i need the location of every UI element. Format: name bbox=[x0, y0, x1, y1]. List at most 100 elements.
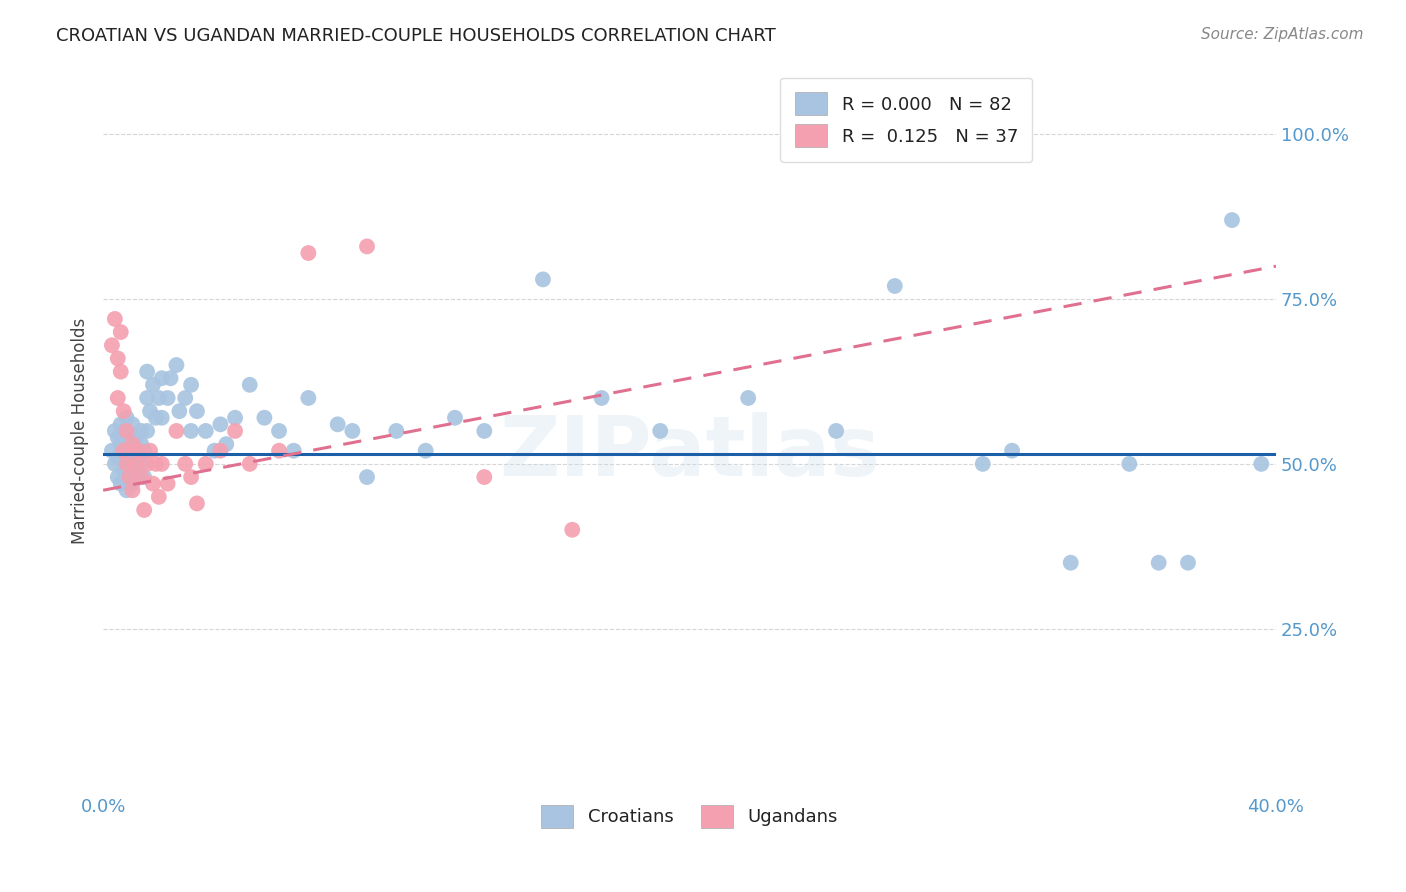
Point bbox=[129, 457, 152, 471]
Point bbox=[444, 410, 467, 425]
Point bbox=[1060, 556, 1083, 570]
Point bbox=[148, 391, 170, 405]
Point bbox=[148, 490, 170, 504]
Point bbox=[121, 443, 143, 458]
Point bbox=[139, 443, 162, 458]
Point bbox=[127, 443, 149, 458]
Point bbox=[118, 470, 141, 484]
Point bbox=[110, 437, 132, 451]
Point bbox=[134, 443, 156, 458]
Point bbox=[124, 457, 146, 471]
Point bbox=[115, 457, 138, 471]
Point bbox=[650, 424, 672, 438]
Point bbox=[224, 424, 246, 438]
Point bbox=[186, 496, 208, 510]
Point bbox=[472, 470, 495, 484]
Point bbox=[134, 503, 156, 517]
Point bbox=[110, 325, 132, 339]
Point bbox=[356, 239, 378, 253]
Point bbox=[415, 443, 437, 458]
Point bbox=[224, 410, 246, 425]
Point bbox=[145, 410, 167, 425]
Point bbox=[561, 523, 583, 537]
Point bbox=[825, 424, 848, 438]
Point bbox=[159, 371, 181, 385]
Point bbox=[174, 391, 197, 405]
Point bbox=[115, 457, 138, 471]
Point bbox=[342, 424, 364, 438]
Point bbox=[1118, 457, 1140, 471]
Point bbox=[129, 437, 152, 451]
Point bbox=[1220, 213, 1243, 227]
Point bbox=[194, 457, 217, 471]
Point bbox=[180, 424, 202, 438]
Point bbox=[150, 371, 173, 385]
Point bbox=[156, 391, 179, 405]
Point bbox=[136, 457, 159, 471]
Point bbox=[297, 391, 319, 405]
Point bbox=[326, 417, 349, 432]
Point bbox=[209, 417, 232, 432]
Point bbox=[118, 430, 141, 444]
Point bbox=[142, 476, 165, 491]
Point bbox=[531, 272, 554, 286]
Point bbox=[156, 476, 179, 491]
Point bbox=[239, 377, 262, 392]
Point bbox=[591, 391, 613, 405]
Point bbox=[110, 365, 132, 379]
Point bbox=[112, 424, 135, 438]
Point bbox=[115, 424, 138, 438]
Point bbox=[165, 424, 187, 438]
Point bbox=[121, 437, 143, 451]
Point bbox=[267, 443, 290, 458]
Point bbox=[180, 377, 202, 392]
Point bbox=[107, 430, 129, 444]
Point bbox=[972, 457, 994, 471]
Point bbox=[115, 437, 138, 451]
Point bbox=[283, 443, 305, 458]
Point bbox=[209, 443, 232, 458]
Point bbox=[121, 483, 143, 498]
Point bbox=[112, 463, 135, 477]
Point bbox=[239, 457, 262, 471]
Point bbox=[112, 404, 135, 418]
Point bbox=[180, 470, 202, 484]
Point bbox=[1147, 556, 1170, 570]
Point bbox=[118, 450, 141, 465]
Point bbox=[253, 410, 276, 425]
Point bbox=[124, 457, 146, 471]
Text: CROATIAN VS UGANDAN MARRIED-COUPLE HOUSEHOLDS CORRELATION CHART: CROATIAN VS UGANDAN MARRIED-COUPLE HOUSE… bbox=[56, 27, 776, 45]
Point bbox=[1250, 457, 1272, 471]
Point bbox=[121, 463, 143, 477]
Point bbox=[150, 410, 173, 425]
Point bbox=[121, 476, 143, 491]
Point bbox=[297, 246, 319, 260]
Point bbox=[127, 470, 149, 484]
Point bbox=[174, 457, 197, 471]
Point bbox=[112, 443, 135, 458]
Point bbox=[145, 457, 167, 471]
Point bbox=[104, 424, 127, 438]
Point bbox=[107, 450, 129, 465]
Point bbox=[136, 365, 159, 379]
Point bbox=[136, 424, 159, 438]
Point bbox=[107, 391, 129, 405]
Point bbox=[215, 437, 238, 451]
Point bbox=[194, 424, 217, 438]
Point bbox=[118, 470, 141, 484]
Legend: Croatians, Ugandans: Croatians, Ugandans bbox=[534, 797, 845, 835]
Point bbox=[267, 424, 290, 438]
Point bbox=[1001, 443, 1024, 458]
Point bbox=[129, 470, 152, 484]
Point bbox=[1177, 556, 1199, 570]
Point bbox=[107, 470, 129, 484]
Point bbox=[110, 417, 132, 432]
Point bbox=[115, 410, 138, 425]
Text: ZIPatlas: ZIPatlas bbox=[499, 412, 880, 493]
Point bbox=[121, 417, 143, 432]
Point bbox=[121, 437, 143, 451]
Point bbox=[107, 351, 129, 366]
Point bbox=[104, 457, 127, 471]
Point bbox=[104, 312, 127, 326]
Point bbox=[150, 457, 173, 471]
